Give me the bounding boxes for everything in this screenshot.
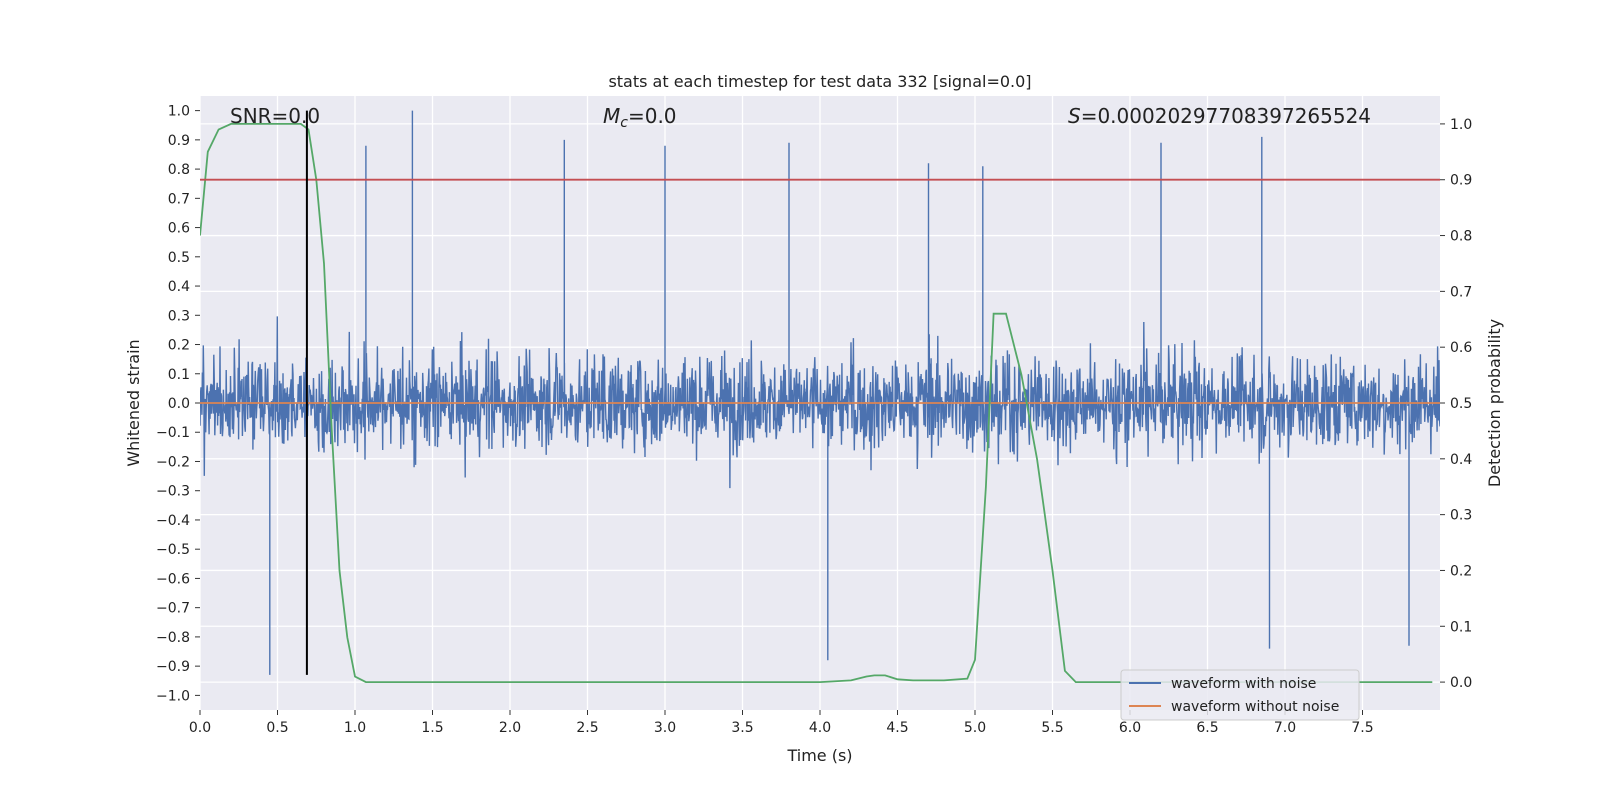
- y-tick-label: 0.6: [168, 221, 190, 237]
- x-tick-label: 7.0: [1274, 720, 1296, 736]
- x-tick-label: 4.0: [809, 720, 831, 736]
- y-tick-label: 0.0: [168, 396, 190, 412]
- y-tick-label: 0.7: [168, 191, 190, 207]
- y-tick-label: 0.1: [168, 367, 190, 383]
- y2-tick-label: 1.0: [1450, 117, 1472, 133]
- y2-tick-label: 0.3: [1450, 508, 1472, 524]
- snr-annotation: SNR=0.0: [230, 104, 320, 128]
- x-tick-label: 1.5: [421, 720, 443, 736]
- y-tick-label: −0.9: [156, 659, 190, 675]
- x-tick-label: 7.5: [1351, 720, 1373, 736]
- legend: waveform with noise waveform without noi…: [1120, 669, 1360, 721]
- noise-series: [200, 110, 1440, 675]
- y-axis-label: Whitened strain: [124, 339, 143, 466]
- line-series: [200, 110, 1440, 683]
- x-tick-label: 3.0: [654, 720, 676, 736]
- x-tick-label: 0.5: [266, 720, 288, 736]
- y2-tick-label: 0.4: [1450, 452, 1472, 468]
- series-detection-probability: [200, 123, 1433, 683]
- y2-ticks: 1.0 0.9 0.8 0.7 0.6 0.5 0.4 0.3 0.2 0.1 0.0: [1440, 117, 1472, 691]
- chart-title: stats at each timestep for test data 332…: [608, 72, 1031, 91]
- y-tick-label: −0.3: [156, 484, 190, 500]
- y2-tick-label: 0.1: [1450, 619, 1472, 635]
- x-tick-label: 3.5: [731, 720, 753, 736]
- y2-tick-label: 0.2: [1450, 563, 1472, 579]
- y-tick-label: −0.5: [156, 542, 190, 558]
- y-tick-label: −0.7: [156, 601, 190, 617]
- s-annotation: S=0.00020297708397265524: [1068, 104, 1371, 128]
- x-tick-label: 1.0: [344, 720, 366, 736]
- legend-label-clean: waveform without noise: [1171, 699, 1339, 715]
- y2-axis-label: Detection probability: [1485, 319, 1504, 487]
- y-tick-label: −0.6: [156, 571, 190, 587]
- y-tick-label: −0.1: [156, 425, 190, 441]
- legend-label-noise: waveform with noise: [1171, 676, 1316, 692]
- y-tick-label: −0.4: [156, 513, 190, 529]
- y-tick-label: 0.8: [168, 162, 190, 178]
- y-tick-label: 0.4: [168, 279, 190, 295]
- y-tick-label: −1.0: [156, 688, 190, 704]
- y-tick-label: 0.2: [168, 338, 190, 354]
- y2-tick-label: 0.6: [1450, 340, 1472, 356]
- y2-tick-label: 0.9: [1450, 173, 1472, 189]
- legend-box: [1120, 669, 1360, 721]
- y2-tick-label: 0.5: [1450, 396, 1472, 412]
- x-tick-label: 4.5: [886, 720, 908, 736]
- series-waveform-with-noise: [200, 110, 1440, 675]
- y-tick-label: 0.5: [168, 250, 190, 266]
- x-tick-label: 2.5: [576, 720, 598, 736]
- y2-tick-label: 0.8: [1450, 229, 1472, 245]
- y-tick-label: 0.3: [168, 308, 190, 324]
- y-tick-label: 1.0: [168, 104, 190, 120]
- x-tick-label: 6.5: [1196, 720, 1218, 736]
- y-tick-label: −0.2: [156, 454, 190, 470]
- chirp-mass-annotation: Mc=0.0: [603, 104, 677, 131]
- x-tick-label: 5.5: [1041, 720, 1063, 736]
- x-tick-label: 0.0: [189, 720, 211, 736]
- x-axis-label: Time (s): [786, 746, 852, 765]
- y2-tick-label: 0.7: [1450, 284, 1472, 300]
- y2-tick-label: 0.0: [1450, 675, 1472, 691]
- x-ticks: 0.0 0.5 1.0 1.5 2.0 2.5 3.0 3.5 4.0 4.5 5.0 5.5 6.0 6…: [189, 710, 1374, 736]
- y-ticks: 1.0 0.9 0.8 0.7 0.6 0.5 0.4 0.3 0.2 0.1 0.0 −0.1 −0.…: [156, 104, 200, 704]
- x-tick-label: 2.0: [499, 720, 521, 736]
- y-tick-label: 0.9: [168, 133, 190, 149]
- y-tick-label: −0.8: [156, 630, 190, 646]
- x-tick-label: 5.0: [964, 720, 986, 736]
- x-tick-label: 6.0: [1119, 720, 1141, 736]
